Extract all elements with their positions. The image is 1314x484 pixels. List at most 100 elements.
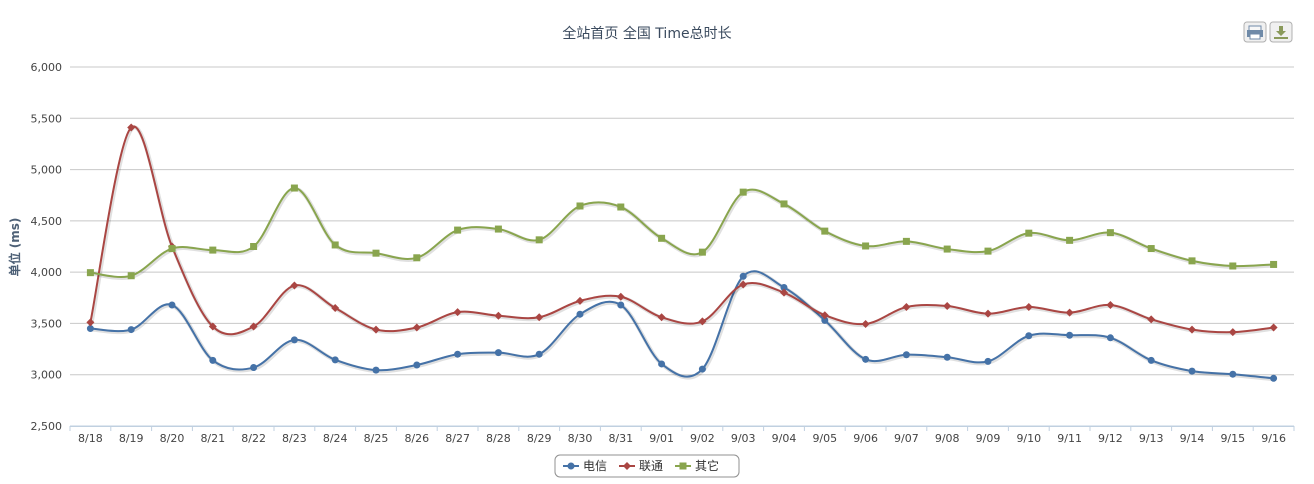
data-point[interactable] [331,241,339,249]
data-point[interactable] [862,242,870,250]
data-point[interactable] [127,326,135,334]
data-point[interactable] [1229,370,1237,378]
data-point[interactable] [372,325,380,334]
data-point[interactable] [1106,334,1114,342]
data-point[interactable] [902,351,910,359]
data-point[interactable] [1147,315,1156,324]
data-point[interactable] [780,200,788,208]
data-point[interactable] [1106,300,1115,309]
data-point[interactable] [616,292,625,301]
data-point[interactable] [208,322,217,331]
data-point[interactable] [86,269,94,277]
data-point[interactable] [943,353,951,361]
data-point[interactable] [1229,262,1237,270]
data-point[interactable] [86,325,94,333]
legend-marker[interactable] [679,462,687,470]
data-point[interactable] [1270,260,1278,268]
data-point[interactable] [454,226,462,234]
data-point[interactable] [1147,356,1155,364]
data-point[interactable] [1066,331,1074,339]
legend-item[interactable]: 电信 [563,459,607,473]
data-point[interactable] [372,366,380,374]
data-point[interactable] [739,188,747,196]
data-point[interactable] [250,243,258,250]
data-point[interactable] [1188,367,1196,375]
data-point[interactable] [820,311,829,320]
data-point[interactable] [698,317,707,326]
data-point[interactable] [535,236,543,244]
data-point[interactable] [1024,303,1033,312]
data-point[interactable] [698,248,706,256]
data-point[interactable] [249,322,258,331]
legend-item[interactable]: 其它 [675,458,719,473]
data-point[interactable] [535,350,543,358]
data-point[interactable] [413,254,421,262]
data-point[interactable] [372,249,380,257]
data-point[interactable] [1188,257,1196,265]
data-point[interactable] [1025,229,1033,237]
data-point[interactable] [494,225,502,233]
data-point[interactable] [1228,328,1237,337]
data-point[interactable] [984,309,992,318]
data-point[interactable] [290,184,298,192]
export-button[interactable] [1269,21,1293,43]
data-point[interactable] [209,356,217,364]
data-point[interactable] [413,361,421,369]
data-point[interactable] [331,356,339,364]
data-point[interactable] [984,247,992,255]
data-point[interactable] [290,281,299,290]
data-point[interactable] [535,313,544,322]
data-point[interactable] [209,246,217,254]
data-point[interactable] [86,318,95,327]
data-point[interactable] [739,272,747,280]
data-point[interactable] [861,319,870,328]
data-point[interactable] [494,311,503,320]
data-point[interactable] [658,234,666,242]
data-point[interactable] [576,202,584,210]
data-point[interactable] [576,310,584,318]
data-point[interactable] [412,323,421,332]
data-point[interactable] [943,245,951,253]
data-point[interactable] [1269,323,1278,332]
data-point[interactable] [902,303,911,312]
data-point[interactable] [984,357,992,365]
data-point[interactable] [902,237,910,245]
legend-marker[interactable] [567,462,575,470]
data-point[interactable] [943,301,952,310]
data-point[interactable] [780,288,788,297]
data-point[interactable] [168,245,176,253]
data-point[interactable] [1106,229,1114,237]
data-point[interactable] [1066,236,1074,244]
x-tick-label: 8/27 [445,432,470,445]
data-point[interactable] [1188,325,1196,334]
data-point[interactable] [1147,245,1155,253]
data-point[interactable] [576,296,584,305]
x-tick-label: 9/14 [1180,432,1205,445]
data-point[interactable] [862,355,870,363]
data-point[interactable] [453,308,462,317]
data-point[interactable] [127,123,136,132]
data-point[interactable] [250,364,258,372]
data-point[interactable] [1025,332,1033,340]
data-point[interactable] [739,280,748,289]
print-button[interactable] [1243,21,1267,43]
data-point[interactable] [821,316,829,324]
data-point[interactable] [617,203,625,211]
data-point[interactable] [821,227,829,235]
data-point[interactable] [494,349,502,357]
legend-item[interactable]: 联通 [619,459,663,473]
legend-marker[interactable] [623,462,631,470]
data-point[interactable] [617,301,625,309]
data-point[interactable] [168,301,176,309]
data-point[interactable] [1270,374,1278,382]
data-point[interactable] [658,360,666,368]
data-point[interactable] [780,284,788,292]
data-point[interactable] [331,304,340,313]
data-point[interactable] [454,350,462,358]
data-point[interactable] [698,365,706,373]
series-line-shadow [89,125,1275,338]
data-point[interactable] [290,336,298,344]
data-point[interactable] [657,313,666,322]
data-point[interactable] [127,272,135,280]
data-point[interactable] [1065,308,1074,317]
